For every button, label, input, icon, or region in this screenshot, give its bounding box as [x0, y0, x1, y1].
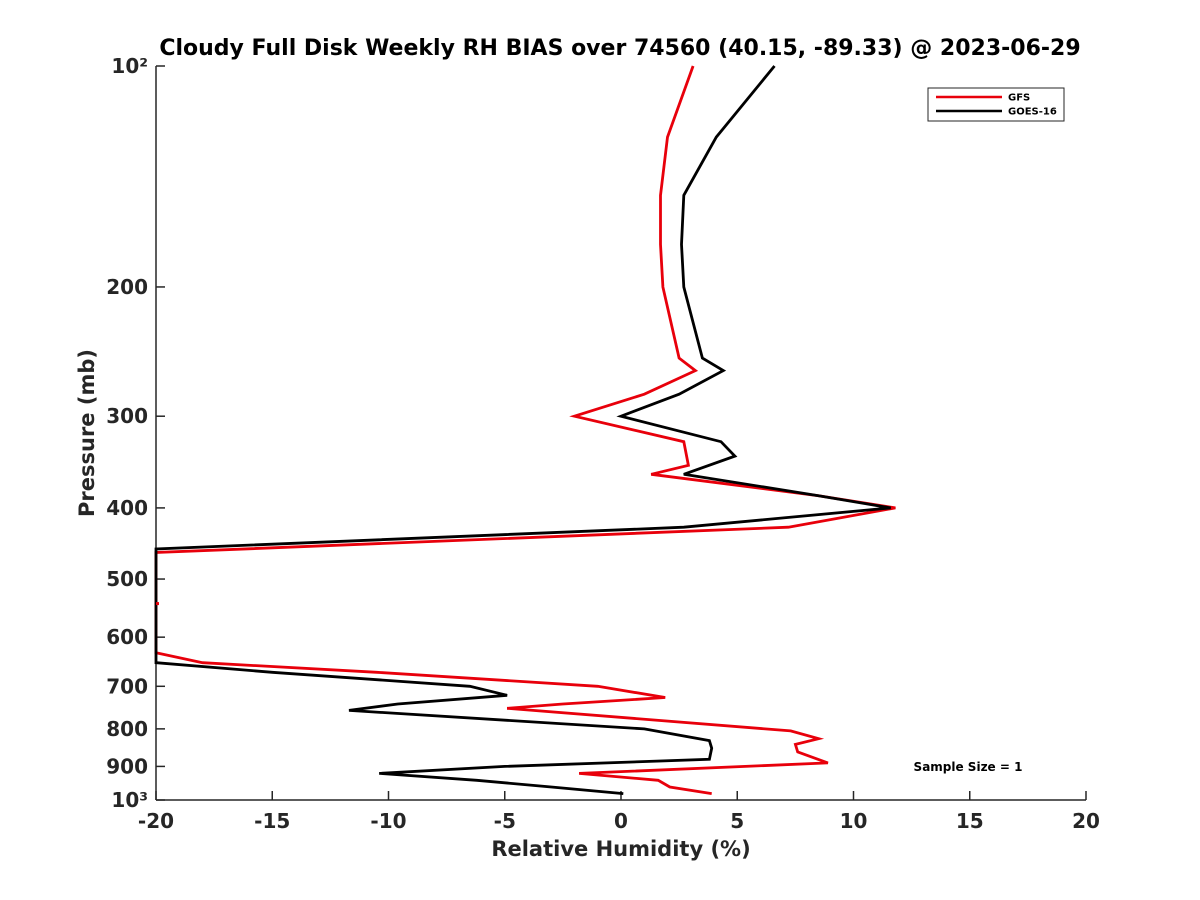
y-tick-label: 700 — [106, 674, 148, 698]
legend-box — [927, 87, 1065, 122]
y-tick-label: 500 — [106, 567, 148, 591]
chart-title: Cloudy Full Disk Weekly RH BIAS over 745… — [159, 36, 1080, 61]
y-ticks: 10² 200 300 400 500 600 700 800 900 10³ — [106, 54, 165, 812]
x-tick-label: -15 — [254, 809, 290, 833]
x-tick-label: 20 — [1072, 809, 1100, 833]
y-tick-label: 10³ — [111, 788, 148, 812]
series-lines — [154, 65, 896, 795]
x-tick-label: -5 — [494, 809, 516, 833]
plot-frame — [156, 66, 1086, 800]
x-tick-label: -20 — [138, 809, 174, 833]
x-tick-label: 0 — [614, 809, 628, 833]
x-tick-label: -10 — [370, 809, 406, 833]
y-tick-label: 900 — [106, 754, 148, 778]
y-tick-label: 300 — [106, 404, 148, 428]
legend: GFS GOES-16 — [927, 87, 1065, 122]
x-tick-label: 5 — [730, 809, 744, 833]
series-line-goes-16 — [154, 65, 891, 795]
legend-label-gfs: GFS — [1008, 93, 1030, 104]
plot-area: -20 -15 -10 -5 0 5 10 15 20 10² 200 300 400 500 600 70… — [106, 54, 1100, 833]
y-tick-label: 400 — [106, 496, 148, 520]
sample-size-annotation: Sample Size = 1 — [914, 760, 1023, 774]
y-tick-label: 10² — [111, 54, 148, 78]
x-tick-label: 15 — [956, 809, 984, 833]
x-tick-label: 10 — [840, 809, 868, 833]
x-axis-label: Relative Humidity (%) — [491, 837, 750, 861]
y-tick-label: 200 — [106, 275, 148, 299]
legend-label-goes16: GOES-16 — [1008, 107, 1057, 118]
y-axis-label: Pressure (mb) — [75, 349, 99, 517]
y-tick-label: 800 — [106, 717, 148, 741]
x-ticks: -20 -15 -10 -5 0 5 10 15 20 — [138, 791, 1100, 833]
y-tick-label: 600 — [106, 625, 148, 649]
